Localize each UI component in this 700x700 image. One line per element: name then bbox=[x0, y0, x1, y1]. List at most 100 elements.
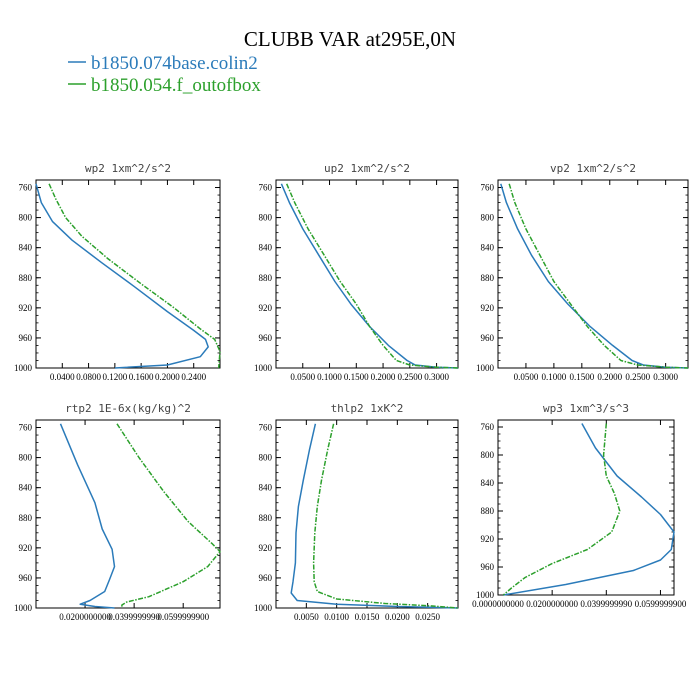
legend-label-2: b1850.054.f_outofbox bbox=[91, 75, 261, 96]
series-line-2 bbox=[286, 183, 459, 369]
x-tick-label: 0.0800 bbox=[76, 372, 101, 382]
series-line-1 bbox=[290, 423, 459, 609]
y-tick-label: 880 bbox=[259, 273, 273, 283]
x-tick-label: 0.0200000000 bbox=[526, 599, 578, 609]
y-tick-label: 840 bbox=[19, 483, 33, 493]
panel-title: up2 1xm^2/s^2 bbox=[324, 162, 410, 175]
legend-label-1: b1850.074base.colin2 bbox=[91, 53, 258, 74]
series-line-2 bbox=[48, 183, 221, 369]
y-tick-label: 1000 bbox=[14, 363, 33, 373]
x-tick-label: 0.2000 bbox=[371, 372, 396, 382]
y-tick-label: 760 bbox=[481, 422, 495, 432]
x-tick-label: 0.2000 bbox=[155, 372, 180, 382]
y-tick-label: 840 bbox=[481, 243, 495, 253]
y-tick-label: 960 bbox=[19, 573, 33, 583]
series-line-2 bbox=[502, 423, 621, 596]
y-tick-label: 760 bbox=[19, 183, 33, 193]
panel-frame bbox=[275, 179, 459, 369]
panel-title: rtp2 1E-6x(kg/kg)^2 bbox=[65, 402, 191, 415]
x-tick-label: 0.0399999990 bbox=[108, 612, 160, 622]
y-tick-label: 1000 bbox=[14, 603, 33, 613]
panel-title: wp2 1xm^2/s^2 bbox=[85, 162, 171, 175]
x-tick-label: 0.3000 bbox=[653, 372, 678, 382]
x-tick-label: 0.0000000000 bbox=[472, 599, 524, 609]
y-tick-label: 880 bbox=[481, 273, 495, 283]
series-line-1 bbox=[503, 423, 675, 596]
x-tick-label: 0.0200 bbox=[385, 612, 410, 622]
y-tick-label: 760 bbox=[481, 183, 495, 193]
x-tick-label: 0.1000 bbox=[542, 372, 567, 382]
panel-title: wp3 1xm^3/s^3 bbox=[543, 402, 629, 415]
y-tick-label: 960 bbox=[481, 333, 495, 343]
series-line-1 bbox=[59, 423, 116, 609]
legend: b1850.074base.colin2 b1850.054.f_outofbo… bbox=[68, 53, 261, 96]
series-line-1 bbox=[280, 183, 459, 369]
x-tick-label: 0.1500 bbox=[344, 372, 369, 382]
y-tick-label: 760 bbox=[259, 183, 273, 193]
y-tick-label: 800 bbox=[481, 450, 495, 460]
x-tick-label: 0.0599999900 bbox=[157, 612, 209, 622]
series-line-2 bbox=[508, 183, 689, 369]
y-tick-label: 1000 bbox=[254, 603, 273, 613]
panel-frame bbox=[497, 419, 675, 596]
y-tick-label: 880 bbox=[19, 513, 33, 523]
panel-frame bbox=[497, 179, 689, 369]
series-line-2 bbox=[312, 423, 459, 609]
chart-panels: wp2 1xm^2/s^2 760 800 840 880 920 960 1000 0.040… bbox=[14, 162, 689, 622]
series-line-1 bbox=[35, 183, 209, 369]
y-tick-label: 800 bbox=[259, 213, 273, 223]
x-tick-label: 0.0599999900 bbox=[635, 599, 687, 609]
x-tick-label: 0.2400 bbox=[181, 372, 206, 382]
y-tick-label: 960 bbox=[19, 333, 33, 343]
y-tick-label: 920 bbox=[19, 543, 33, 553]
panel-6: wp3 1xm^3/s^3 760 800 840 880 920 960 10000.000… bbox=[472, 402, 687, 609]
x-tick-label: 0.2500 bbox=[625, 372, 650, 382]
x-tick-label: 0.2500 bbox=[397, 372, 422, 382]
y-tick-label: 920 bbox=[19, 303, 33, 313]
y-tick-label: 880 bbox=[259, 513, 273, 523]
y-tick-label: 1000 bbox=[254, 363, 273, 373]
y-tick-label: 960 bbox=[259, 573, 273, 583]
y-tick-label: 800 bbox=[19, 213, 33, 223]
y-tick-label: 960 bbox=[481, 562, 495, 572]
y-tick-label: 760 bbox=[19, 423, 33, 433]
y-tick-label: 800 bbox=[19, 453, 33, 463]
panel-1: wp2 1xm^2/s^2 760 800 840 880 920 960 1000 0.040… bbox=[14, 162, 221, 382]
x-tick-label: 0.0050 bbox=[294, 612, 319, 622]
panel-frame bbox=[35, 179, 221, 369]
x-tick-label: 0.0150 bbox=[355, 612, 380, 622]
y-tick-label: 800 bbox=[481, 213, 495, 223]
x-tick-label: 0.1500 bbox=[569, 372, 594, 382]
x-tick-label: 0.1000 bbox=[317, 372, 342, 382]
panel-2: up2 1xm^2/s^2 760 800 840 880 920 960 1000 0.050… bbox=[254, 162, 459, 382]
x-tick-label: 0.0400 bbox=[50, 372, 75, 382]
y-tick-label: 920 bbox=[259, 543, 273, 553]
panel-title: thlp2 1xK^2 bbox=[331, 402, 404, 415]
y-tick-label: 920 bbox=[481, 303, 495, 313]
series-line-2 bbox=[116, 423, 221, 608]
x-tick-label: 0.1600 bbox=[129, 372, 154, 382]
y-tick-label: 1000 bbox=[476, 363, 495, 373]
x-tick-label: 0.0500 bbox=[290, 372, 315, 382]
x-tick-label: 0.0250 bbox=[415, 612, 440, 622]
series-line-1 bbox=[500, 183, 689, 369]
panel-3: vp2 1xm^2/s^2 760 800 840 880 920 960 1000 0.050… bbox=[476, 162, 689, 382]
x-tick-label: 0.0100 bbox=[324, 612, 349, 622]
y-tick-label: 1000 bbox=[476, 590, 495, 600]
y-tick-label: 920 bbox=[481, 534, 495, 544]
x-tick-label: 0.0500 bbox=[514, 372, 539, 382]
y-tick-label: 800 bbox=[259, 453, 273, 463]
panel-title: vp2 1xm^2/s^2 bbox=[550, 162, 636, 175]
y-tick-label: 920 bbox=[259, 303, 273, 313]
x-tick-label: 0.1200 bbox=[102, 372, 127, 382]
x-tick-label: 0.0200000000 bbox=[59, 612, 111, 622]
panel-5: thlp2 1xK^2 760 800 840 880 920 960 1000 0.0050 0… bbox=[254, 402, 459, 622]
panel-4: rtp2 1E-6x(kg/kg)^2 760 800 840 880 920 960 100… bbox=[14, 402, 221, 622]
panel-frame bbox=[35, 419, 221, 609]
y-tick-label: 840 bbox=[259, 243, 273, 253]
y-tick-label: 840 bbox=[481, 478, 495, 488]
x-tick-label: 0.3000 bbox=[424, 372, 449, 382]
panel-frame bbox=[275, 419, 459, 609]
y-tick-label: 880 bbox=[481, 506, 495, 516]
